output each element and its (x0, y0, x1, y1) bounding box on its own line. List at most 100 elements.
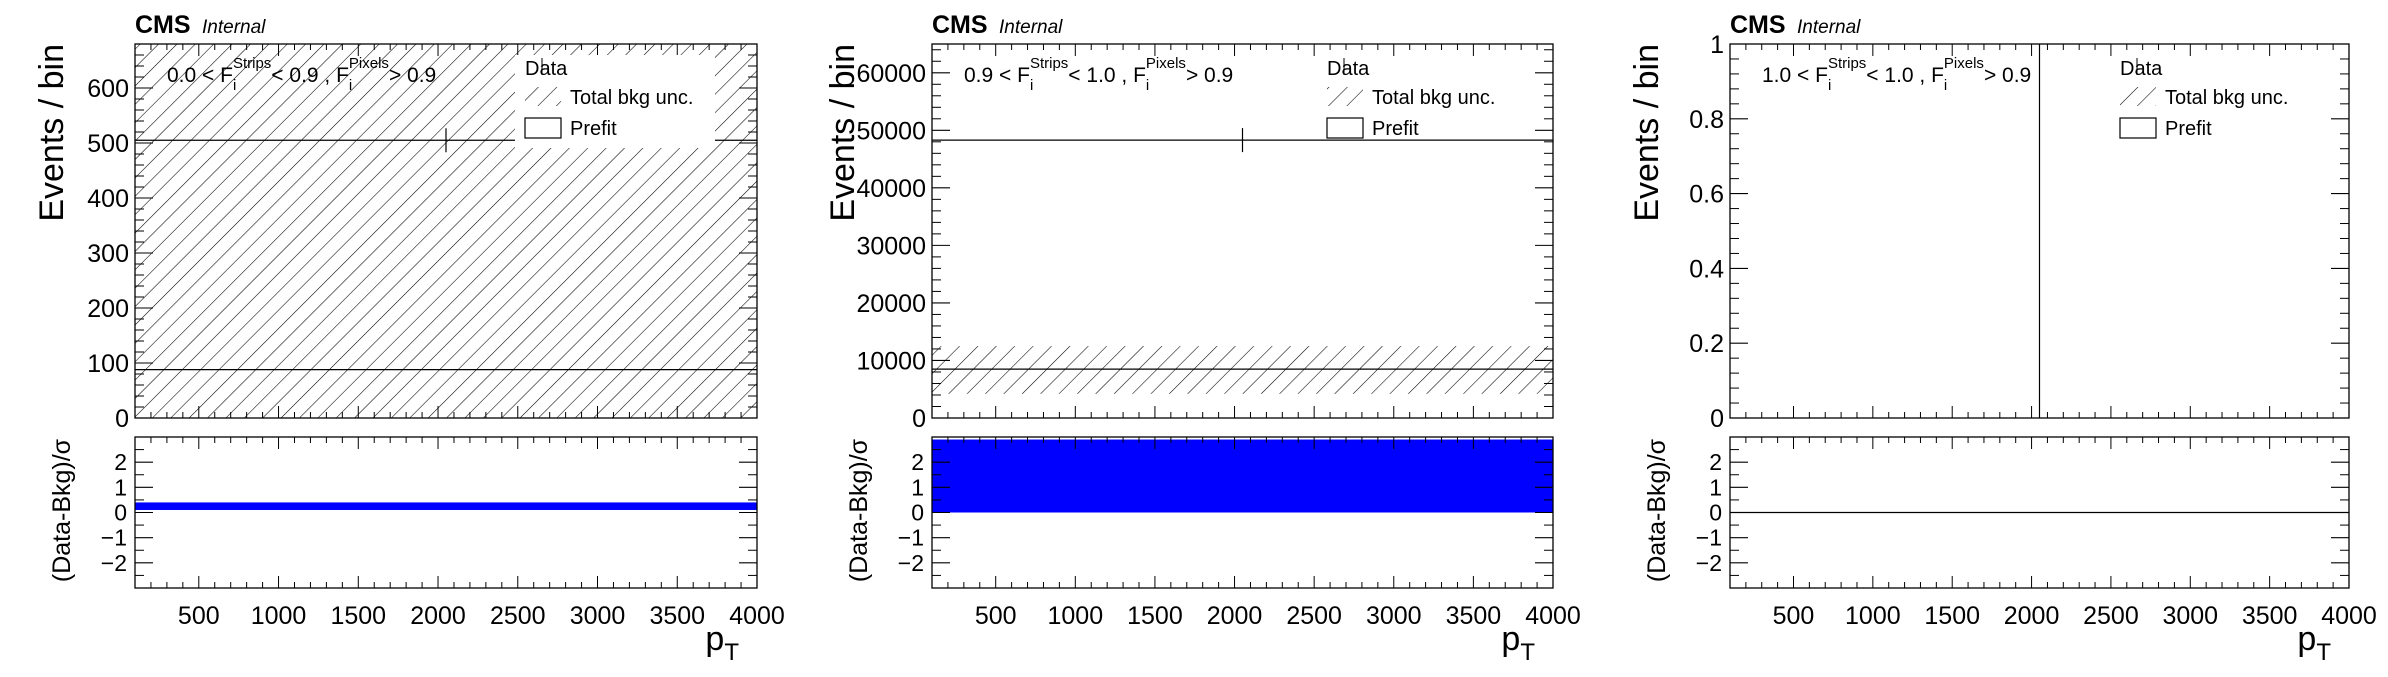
y-tick-label: 20000 (856, 290, 926, 318)
internal-label: Internal (202, 17, 266, 38)
x-tick-label: 1500 (330, 602, 386, 630)
bottom-pad-frame (134, 436, 758, 589)
pull-tick-label: 0 (911, 500, 924, 526)
x-tick-label: 4000 (2321, 602, 2377, 630)
category-part: > 0.9 (1186, 64, 1233, 87)
legend-prefit-swatch (2119, 117, 2157, 139)
y-tick-label: 50000 (856, 117, 926, 145)
x-tick-label: 2000 (2004, 602, 2060, 630)
x-tick-label: 3000 (1366, 602, 1422, 630)
x-tick-label: 1000 (1845, 602, 1901, 630)
x-tick-label: 3500 (1446, 602, 1502, 630)
panel-2: 0100002000030000400005000060000−2−101250… (824, 11, 1581, 666)
category-part: < 1.0 , F (1068, 64, 1146, 87)
y-axis-label: Events / bin (1628, 44, 1666, 222)
pull-tick-label: −2 (1696, 550, 1722, 576)
x-tick-label: 500 (1773, 602, 1815, 630)
category-part: 1.0 < F (1762, 64, 1828, 87)
legend-prefit-swatch (524, 117, 562, 139)
x-tick-label: 2500 (2083, 602, 2139, 630)
category-part: < 1.0 , F (1866, 64, 1944, 87)
legend-unc-label: Total bkg unc. (2165, 87, 2288, 109)
category-sup-strips: Strips (233, 55, 271, 72)
category-sub-i: i (349, 77, 352, 94)
y-tick-label: 40000 (856, 175, 926, 203)
y-tick-label: 300 (87, 240, 129, 268)
category-sup-pixels: Pixels (1146, 55, 1186, 72)
category-sup-strips: Strips (1828, 55, 1866, 72)
x-tick-label: 3500 (649, 602, 705, 630)
legend-prefit-swatch (1326, 117, 1364, 139)
legend-prefit-label: Prefit (1372, 118, 1419, 140)
pull-tick-label: −2 (898, 550, 924, 576)
category-sub-i: i (1944, 77, 1947, 94)
pull-axis-label: (Data-Bkg)/σ (845, 438, 873, 582)
legend-unc-swatch (2120, 87, 2156, 106)
x-tick-label: 1000 (251, 602, 307, 630)
category-part: > 0.9 (1984, 64, 2031, 87)
y-tick-label: 0 (1710, 405, 1724, 433)
pull-band (932, 439, 1553, 513)
cms-label: CMS (135, 11, 191, 39)
y-tick-label: 30000 (856, 232, 926, 260)
category-sub-i: i (1146, 77, 1149, 94)
x-tick-label: 1500 (1924, 602, 1980, 630)
category-part: 0.9 < F (964, 64, 1030, 87)
pull-axis-label: (Data-Bkg)/σ (48, 438, 76, 582)
category-sup-pixels: Pixels (349, 55, 389, 72)
pull-tick-label: −1 (1696, 525, 1722, 551)
x-axis-label: pT (1501, 620, 1535, 666)
y-tick-label: 0.4 (1689, 255, 1724, 283)
category-sup-pixels: Pixels (1944, 55, 1984, 72)
cms-label: CMS (1730, 11, 1786, 39)
pull-tick-label: 1 (911, 474, 924, 500)
internal-label: Internal (999, 17, 1063, 38)
legend-unc-swatch (1327, 87, 1363, 106)
legend-data-label: Data (525, 58, 568, 80)
legend-unc-label: Total bkg unc. (570, 87, 693, 109)
legend-data-label: Data (2120, 58, 2163, 80)
x-tick-label: 2000 (1207, 602, 1263, 630)
x-axis-label: pT (2297, 620, 2331, 666)
pull-tick-label: 0 (114, 500, 127, 526)
legend-unc-label: Total bkg unc. (1372, 87, 1495, 109)
y-tick-label: 500 (87, 130, 129, 158)
legend-unc-swatch (525, 87, 561, 106)
y-tick-label: 0.2 (1689, 330, 1724, 358)
x-tick-label: 4000 (729, 602, 785, 630)
legend-prefit-label: Prefit (2165, 118, 2212, 140)
pull-tick-label: 1 (1709, 474, 1722, 500)
y-tick-label: 200 (87, 295, 129, 323)
legend-prefit-label: Prefit (570, 118, 617, 140)
category-part: 0.0 < F (167, 64, 233, 87)
x-tick-label: 1500 (1127, 602, 1183, 630)
cms-label: CMS (932, 11, 988, 39)
internal-label: Internal (1797, 17, 1861, 38)
pull-tick-label: 2 (1709, 449, 1722, 475)
category-sub-i: i (233, 77, 236, 94)
legend-data-label: Data (1327, 58, 1370, 80)
y-tick-label: 600 (87, 75, 129, 103)
y-tick-label: 0.8 (1689, 106, 1724, 134)
y-tick-label: 100 (87, 350, 129, 378)
unc-band (932, 346, 1553, 394)
y-axis-label: Events / bin (33, 44, 71, 222)
x-tick-label: 500 (975, 602, 1017, 630)
pull-axis-label: (Data-Bkg)/σ (1643, 438, 1671, 582)
x-tick-label: 1000 (1047, 602, 1103, 630)
pull-tick-label: −2 (101, 550, 127, 576)
y-tick-label: 1 (1710, 31, 1724, 59)
y-tick-label: 0 (912, 405, 926, 433)
x-tick-label: 3000 (2162, 602, 2218, 630)
top-pad-frame (1729, 43, 2350, 419)
category-sub-i: i (1828, 77, 1831, 94)
